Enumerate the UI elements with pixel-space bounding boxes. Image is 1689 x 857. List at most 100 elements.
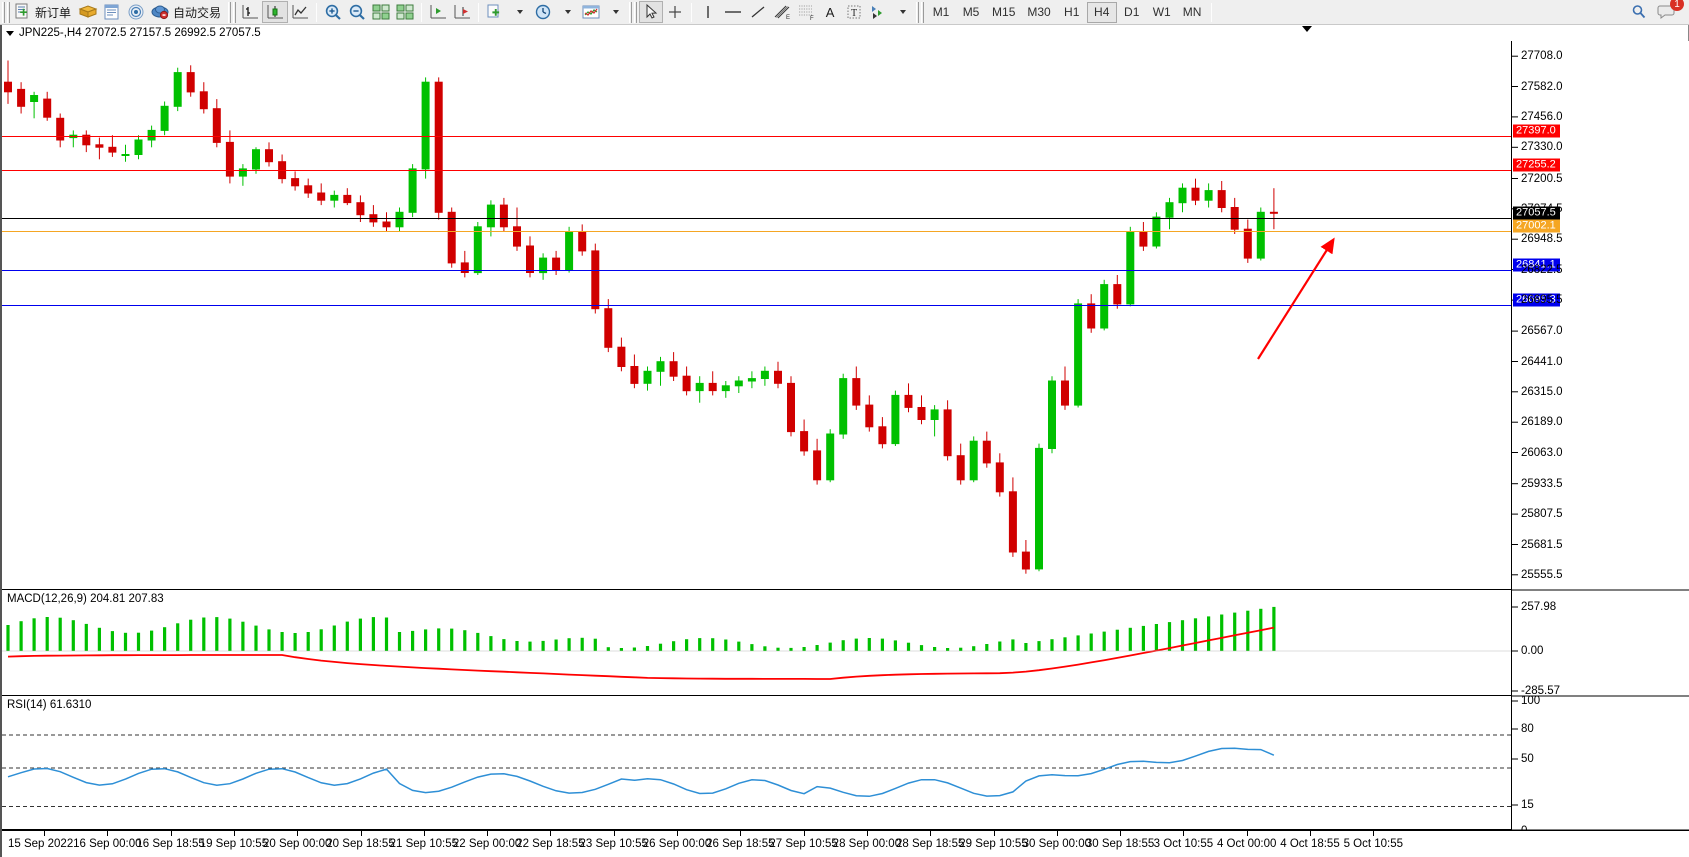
shapes-dropdown[interactable] xyxy=(890,1,914,23)
crosshair-button[interactable] xyxy=(663,1,687,23)
tile-windows-alt-icon xyxy=(396,4,414,20)
timeframe-h4[interactable]: H4 xyxy=(1086,1,1117,23)
line-chart-button[interactable] xyxy=(288,1,312,23)
price-tag-pivot-orange[interactable]: 27002.1 xyxy=(1513,219,1560,233)
price-tick-label: 25933.5 xyxy=(1521,477,1563,490)
new-order-button[interactable]: 新订单 xyxy=(12,1,76,23)
rsi-pane[interactable]: RSI(14) 61.6310 xyxy=(2,697,1511,830)
expert-advisor-button[interactable]: 自动交易 xyxy=(148,1,226,23)
chevron-down-icon xyxy=(517,10,524,14)
chevron-down-icon xyxy=(613,10,620,14)
level-line-resistance-upper[interactable] xyxy=(2,136,1511,137)
candlestick-chart-button[interactable] xyxy=(262,1,289,23)
macd-label: MACD(12,26,9) 204.81 207.83 xyxy=(7,593,164,605)
zoom-out-button[interactable] xyxy=(345,1,369,23)
shapes-button[interactable] xyxy=(866,1,890,23)
trendline-button[interactable] xyxy=(746,1,770,23)
macd-tick-label: 257.98 xyxy=(1521,601,1557,613)
search-button[interactable] xyxy=(1627,1,1651,23)
new-order-label: 新订单 xyxy=(35,5,72,20)
period-button[interactable] xyxy=(531,1,555,23)
time-tick-label: 27 Sep 10:55 xyxy=(769,838,838,850)
chevron-down-icon xyxy=(900,10,907,14)
timeframe-w1[interactable]: W1 xyxy=(1152,5,1171,19)
macd-pane[interactable]: MACD(12,26,9) 204.81 207.83 xyxy=(2,591,1511,696)
time-tick-label: 23 Sep 10:55 xyxy=(579,838,648,850)
time-tick-label: 4 Oct 18:55 xyxy=(1280,838,1340,850)
timeframe-m30[interactable]: M30 xyxy=(1027,5,1051,19)
time-tick xyxy=(297,831,299,836)
data-window-button[interactable] xyxy=(100,1,124,23)
level-line-resistance-lower[interactable] xyxy=(2,170,1511,171)
price-axis[interactable]: 27397.0 27255.2 27002.1 26841.1 26695.3 27708… xyxy=(1511,41,1689,837)
price-pane[interactable] xyxy=(2,41,1511,590)
time-tick-label: 16 Sep 00:00 xyxy=(73,838,142,850)
auto-scroll-button[interactable] xyxy=(450,1,474,23)
level-line-support-lower[interactable] xyxy=(2,305,1511,306)
level-line-close[interactable] xyxy=(2,218,1511,219)
time-tick-label: 4 Oct 00:00 xyxy=(1216,838,1277,850)
data-window-icon xyxy=(104,4,119,20)
toolbar-grip-4[interactable] xyxy=(916,1,925,23)
toolbar-separator-5 xyxy=(1211,2,1213,22)
time-tick-label: 20 Sep 18:55 xyxy=(326,838,395,850)
price-tick-label: 25807.5 xyxy=(1521,508,1563,521)
price-tag-resistance-lower[interactable]: 27255.2 xyxy=(1513,158,1560,172)
price-tick-label: 26822.5 xyxy=(1521,263,1563,276)
zoom-in-button[interactable] xyxy=(321,1,345,23)
chart-collapse-icon[interactable] xyxy=(1302,26,1312,32)
notifications-button[interactable]: 1 xyxy=(1655,0,1684,23)
equidistant-channel-button[interactable]: E xyxy=(770,1,794,23)
time-tick xyxy=(1183,831,1185,836)
signals-button[interactable] xyxy=(124,1,148,23)
price-tick-label: 27456.0 xyxy=(1521,110,1563,123)
cursor-button[interactable] xyxy=(639,1,664,23)
period-dropdown[interactable] xyxy=(555,1,579,23)
timeframe-m1[interactable]: M1 xyxy=(932,5,950,19)
toolbar-grip-3[interactable] xyxy=(629,1,638,23)
timeframe-m5[interactable]: M5 xyxy=(962,5,980,19)
time-tick xyxy=(740,831,742,836)
templates-button[interactable] xyxy=(579,1,603,23)
level-line-pivot-orange[interactable] xyxy=(2,231,1511,232)
text-label-button[interactable]: T xyxy=(842,1,866,23)
templates-dropdown[interactable] xyxy=(603,1,627,23)
time-tick-label: 22 Sep 18:55 xyxy=(516,838,585,850)
time-tick xyxy=(677,831,678,836)
chevron-down-icon[interactable] xyxy=(6,30,14,36)
clock-icon xyxy=(535,4,551,20)
tile-windows-button-2[interactable] xyxy=(393,1,417,23)
candlestick-chart-icon xyxy=(267,5,284,19)
horizontal-line-button[interactable] xyxy=(720,1,746,23)
time-tick xyxy=(107,831,109,836)
time-axis[interactable]: 15 Sep 2022 16 Sep 00:00 16 Sep 18:55 19 Se… xyxy=(2,830,1689,857)
toolbar-grip-2[interactable] xyxy=(228,1,237,23)
time-tick-label: 21 Sep 10:55 xyxy=(389,838,459,850)
add-indicator-button[interactable] xyxy=(483,1,507,23)
vertical-line-button[interactable] xyxy=(696,1,720,23)
text-button[interactable]: A xyxy=(818,1,842,23)
main-toolbar: 新订单 xyxy=(0,0,1689,25)
notification-badge: 1 xyxy=(1670,0,1684,11)
time-tick-label: 19 Sep 10:55 xyxy=(199,838,269,850)
chart-shift-button[interactable] xyxy=(426,1,450,23)
toolbar-grip[interactable] xyxy=(2,1,10,23)
candlestick-series xyxy=(4,60,1278,574)
timeframe-m15[interactable]: M15 xyxy=(992,5,1016,19)
timeframe-mn[interactable]: MN xyxy=(1182,5,1202,19)
price-tag-support-upper[interactable]: 26841.1 xyxy=(1513,258,1560,272)
briefcase-button[interactable] xyxy=(76,1,100,23)
timeframe-d1[interactable]: D1 xyxy=(1124,5,1140,19)
price-tag-resistance-upper[interactable]: 27397.0 xyxy=(1513,124,1560,138)
template-icon xyxy=(582,5,600,19)
price-tag-support-lower[interactable]: 26695.3 xyxy=(1513,293,1560,307)
fibonacci-button[interactable]: F xyxy=(794,1,818,23)
chart-window[interactable]: JPN225-,H4 27072.5 27157.5 26992.5 27057… xyxy=(0,25,1689,857)
up-arrow-annotation[interactable] xyxy=(1250,231,1370,371)
tile-windows-button[interactable] xyxy=(369,1,393,23)
time-tick-label: 16 Sep 18:55 xyxy=(136,838,205,850)
level-line-support-upper[interactable] xyxy=(2,270,1511,271)
add-indicator-dropdown[interactable] xyxy=(507,1,531,23)
timeframe-h1[interactable]: H1 xyxy=(1064,5,1080,19)
bar-chart-button[interactable] xyxy=(238,1,262,23)
